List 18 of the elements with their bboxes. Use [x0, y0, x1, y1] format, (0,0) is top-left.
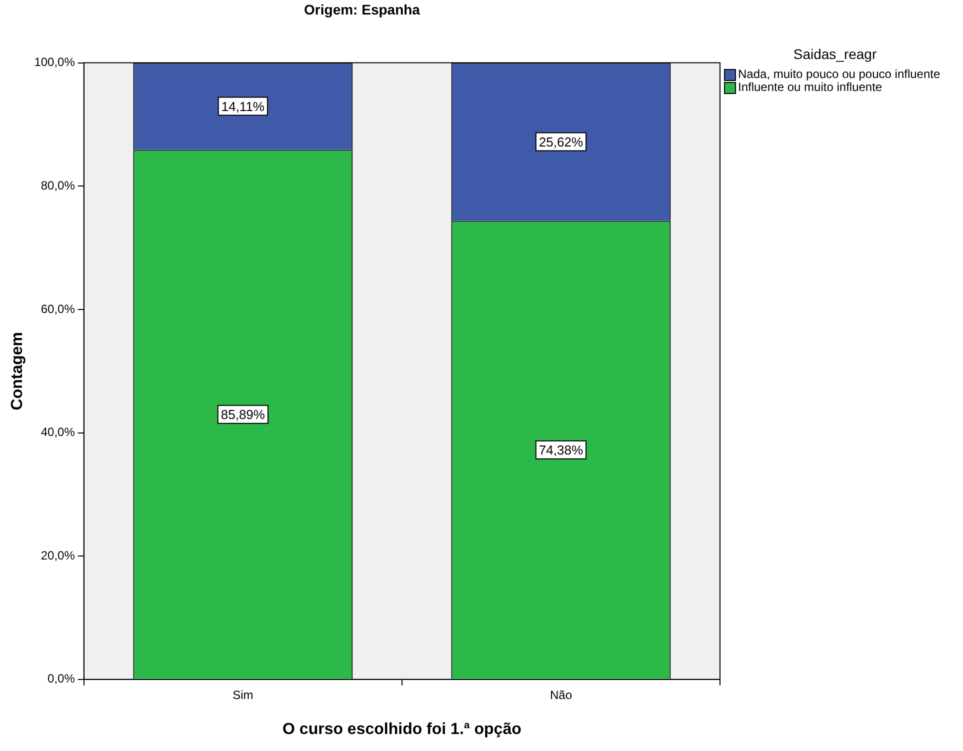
y-tick-label: 20,0% — [40, 548, 76, 562]
data-label: 14,11% — [221, 98, 265, 114]
x-axis-title: O curso escolhido foi 1.ª opção — [282, 720, 522, 738]
y-tick-label: 100,0% — [34, 55, 76, 70]
x-tick-label: Não — [550, 688, 572, 702]
data-label: 74,38% — [538, 442, 584, 458]
legend-title: Saidas_reagr — [792, 46, 878, 62]
y-axis-title: Contagem — [9, 332, 26, 410]
y-tick-label: 40,0% — [40, 425, 76, 440]
y-tick-label: 60,0% — [40, 302, 76, 316]
y-tick-label: 80,0% — [40, 178, 76, 192]
chart-title: Origem: Espanha — [304, 1, 420, 18]
data-label: 25,62% — [538, 134, 584, 150]
y-tick-label: 0,0% — [48, 672, 76, 686]
data-label: 85,89% — [220, 406, 266, 422]
legend-label: Nada, muito pouco ou pouco influente — [738, 67, 940, 81]
x-tick-label: Sim — [232, 688, 254, 702]
text: Influente ou muito influente — [738, 80, 882, 94]
